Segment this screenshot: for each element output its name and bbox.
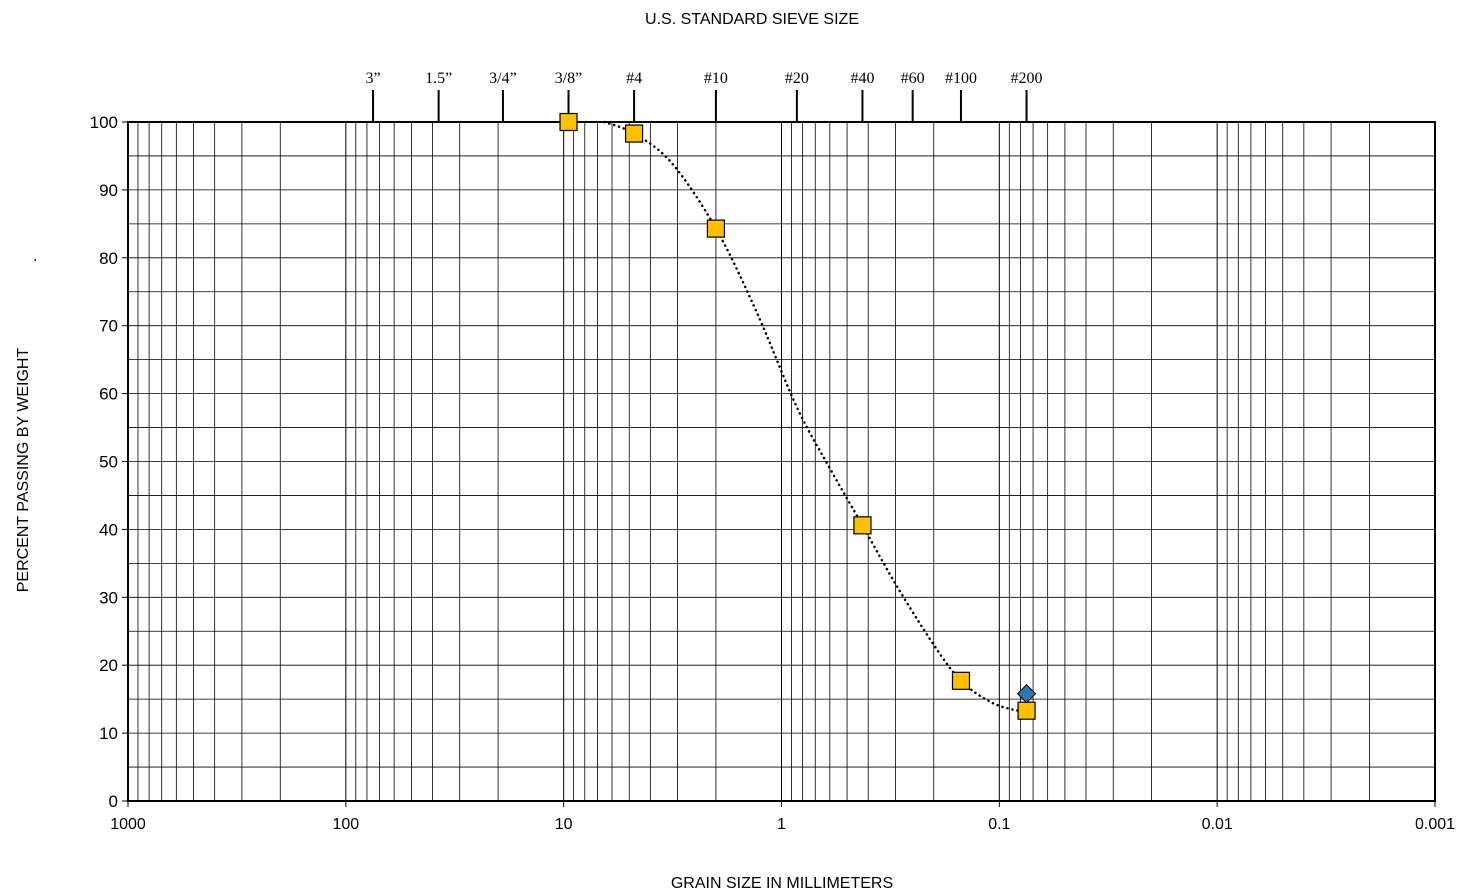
y-tick-label: 90 [99, 181, 118, 200]
y-tick-label: 0 [109, 792, 118, 811]
x-tick-label: 0.1 [988, 816, 1010, 833]
sieve-label: 3/4” [489, 70, 517, 87]
sieve-label: 1.5” [425, 70, 452, 87]
sieve-label: #20 [785, 70, 809, 87]
x-tick-label: 1 [777, 816, 786, 833]
x-tick-layer: 1000 100 10 1 0.1 0.01 0.001 [110, 801, 1455, 833]
data-point-square [951, 671, 971, 690]
sieve-label: #100 [945, 70, 977, 87]
gradation-curve [603, 120, 1028, 713]
y-tick-layer: 0 10 20 30 40 50 60 70 80 90 100 [90, 113, 128, 811]
curve-layer [603, 120, 1028, 713]
y-tick-label: 10 [99, 724, 118, 743]
y-tick-label: 50 [99, 453, 118, 472]
data-point-diamond [1016, 684, 1037, 704]
chart-title: U.S. STANDARD SIEVE SIZE [645, 11, 859, 28]
marker-layer [559, 112, 1037, 720]
data-point-square [1017, 701, 1036, 720]
x-tick-label: 0.01 [1202, 816, 1233, 833]
data-point-square [624, 124, 644, 143]
y-axis-label-dot: . [23, 258, 40, 262]
sieve-label: #60 [901, 70, 925, 87]
grid-layer [128, 122, 1436, 801]
data-point-square [853, 516, 872, 535]
sieve-label: #10 [704, 70, 728, 87]
sieve-label: 3/8” [555, 70, 583, 87]
y-tick-label: 20 [99, 656, 118, 675]
x-axis-label: GRAIN SIZE IN MILLIMETERS [671, 875, 893, 892]
sieve-label: #4 [626, 70, 642, 87]
sieve-layer: 3” 1.5” 3/4” 3/8” #4 #10 #20 #40 #60 #100 #200 [365, 70, 1043, 122]
x-tick-label: 10 [555, 816, 573, 833]
y-tick-label: 30 [99, 588, 118, 607]
y-tick-label: 60 [99, 385, 118, 404]
x-tick-label: 0.001 [1415, 816, 1455, 833]
y-tick-label: 40 [99, 520, 118, 539]
y-tick-label: 100 [90, 113, 118, 132]
y-tick-label: 70 [99, 317, 118, 336]
data-point-square [706, 219, 726, 238]
x-tick-label: 100 [332, 816, 359, 833]
sieve-label: #40 [850, 70, 874, 87]
data-point-square [559, 112, 578, 132]
sieve-label: #200 [1011, 70, 1043, 87]
y-axis-label: PERCENT PASSING BY WEIGHT [15, 348, 32, 593]
sieve-label: 3” [365, 70, 380, 87]
y-tick-label: 80 [99, 249, 118, 268]
x-tick-label: 1000 [110, 816, 146, 833]
